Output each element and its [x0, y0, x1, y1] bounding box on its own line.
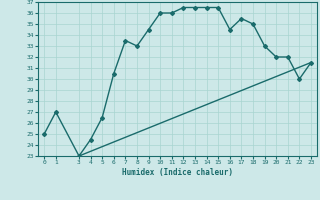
X-axis label: Humidex (Indice chaleur): Humidex (Indice chaleur) — [122, 168, 233, 177]
